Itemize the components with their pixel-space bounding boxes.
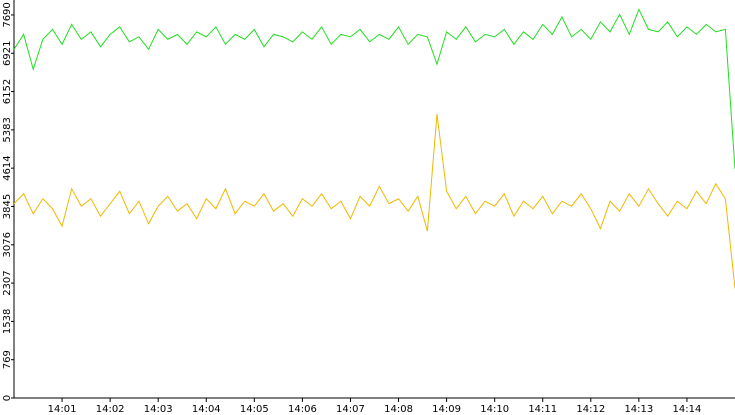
x-tick-label: 14:09	[432, 404, 461, 415]
plot-area	[14, 0, 735, 398]
y-tick-label: 7690	[2, 2, 13, 27]
x-tick-label: 14:01	[48, 404, 77, 415]
x-tick-label: 14:04	[192, 404, 221, 415]
x-tick-label: 14:10	[480, 404, 509, 415]
y-tick-label: 769	[2, 350, 13, 369]
y-tick-label: 0	[2, 395, 13, 401]
y-tick-label: 4614	[2, 155, 13, 180]
x-tick-label: 14:13	[624, 404, 653, 415]
x-tick-label: 14:07	[336, 404, 365, 415]
x-tick-label: 14:11	[528, 404, 557, 415]
y-tick-label: 3076	[2, 232, 13, 257]
y-tick-label: 2307	[2, 270, 13, 295]
y-tick-label: 5383	[2, 117, 13, 142]
x-tick-label: 14:03	[144, 404, 173, 415]
x-tick-label: 14:12	[576, 404, 605, 415]
y-tick-label: 6152	[2, 79, 13, 104]
x-tick-label: 14:02	[96, 404, 125, 415]
x-tick-label: 14:14	[673, 404, 702, 415]
x-tick-label: 14:06	[288, 404, 317, 415]
series-line	[13, 114, 735, 289]
y-tick-label: 6921	[2, 41, 13, 66]
x-tick-label: 14:08	[384, 404, 413, 415]
series-line	[13, 8, 735, 169]
y-tick-label: 1538	[2, 309, 13, 334]
y-tick-label: 3845	[2, 194, 13, 219]
x-tick-label: 14:05	[240, 404, 269, 415]
